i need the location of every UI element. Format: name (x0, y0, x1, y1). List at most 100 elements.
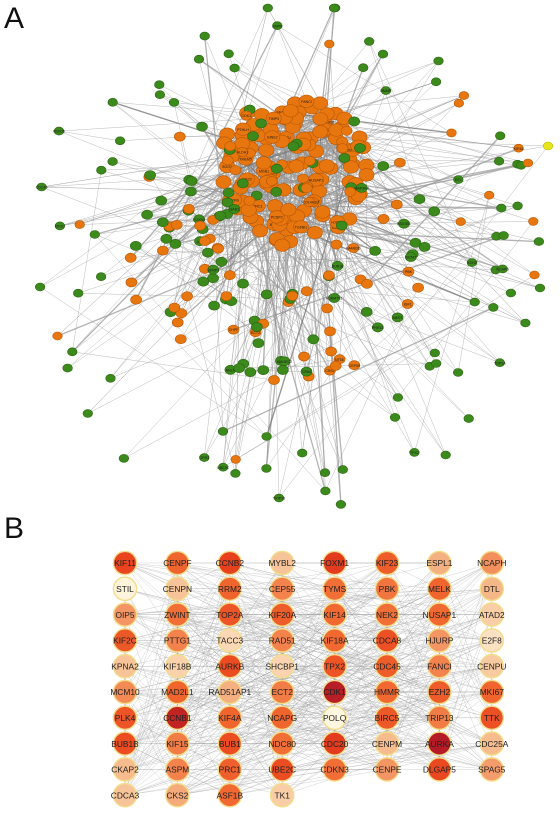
network-a-node (157, 217, 169, 228)
network-a-node (237, 278, 249, 289)
network-a-node: PBK (402, 266, 415, 277)
hub-gene-node: NDC80 (268, 731, 296, 756)
network-a-node: NCAPG (496, 264, 509, 274)
network-a-node (389, 413, 401, 422)
hub-gene-node: EZH2 (427, 679, 452, 705)
network-a-node (429, 348, 440, 358)
network-a-node: MCM7 (404, 252, 417, 262)
network-b-edge (334, 562, 440, 589)
network-a-node-label: HMMR (380, 89, 392, 93)
network-a-node (193, 54, 205, 64)
network-a-node (300, 183, 313, 194)
network-a-edge (353, 247, 500, 363)
hub-gene-label: CDKN3 (320, 765, 349, 775)
network-a-node-label: MCM7 (406, 256, 417, 260)
network-a-node (522, 158, 534, 168)
hub-gene-node: CDCA3 (111, 782, 140, 808)
network-a-node-label: TMEM5 (239, 158, 252, 162)
network-a-node: CEP55 (348, 360, 361, 371)
network-a-node (217, 427, 229, 436)
network-a-node (252, 224, 268, 238)
network-a-edge (212, 219, 224, 432)
network-a-edge (368, 41, 473, 263)
network-b-edge (177, 743, 283, 770)
hub-gene-label: MYBL2 (268, 558, 296, 568)
network-a-node (144, 170, 156, 180)
network-a-node-label: CEP55 (349, 364, 360, 368)
network-a-edge (72, 351, 275, 381)
network-b-edge (177, 614, 283, 641)
network-a-node (282, 104, 299, 118)
network-a-edge (303, 138, 326, 473)
hub-gene-node: DTL (479, 576, 505, 602)
network-a-node (409, 237, 422, 248)
network-a-edge (110, 205, 518, 379)
hub-gene-label: CDC25A (475, 739, 508, 749)
network-a-node-label: FOXN3 (193, 218, 205, 222)
network-a-node: ALDH1 (236, 146, 249, 157)
network-a-node (170, 219, 183, 230)
network-a: ZNF3STMN3NMUSNAP2TMEM5TMEM100BRPL7ZBTB3P… (34, 3, 554, 509)
hub-gene-label: KIF20A (268, 610, 296, 620)
network-b-edge (282, 691, 492, 718)
network-b-edge (282, 717, 440, 744)
network-a-node (196, 121, 208, 132)
network-b-edge (334, 666, 440, 693)
hub-gene-node: KIF4A (217, 705, 243, 731)
hub-gene-node: TACC3 (216, 628, 244, 653)
network-a-edge (238, 205, 276, 369)
network-a-node-label: PRC1 (253, 204, 263, 208)
network-a-node (298, 351, 310, 362)
network-a-edge (278, 147, 358, 499)
network-b: KIF11 CENPF CCNB2 MYBL2 FOXM1 KIF23 ESPL1 NCAPH… (110, 550, 509, 808)
network-a-node-label: BUB1B (332, 264, 344, 268)
network-a-node (453, 368, 464, 377)
network-a-node (96, 165, 107, 175)
network-a-edge (276, 216, 459, 373)
network-a-node (280, 203, 297, 217)
hub-gene-label: PTTG1 (164, 636, 191, 646)
network-a-node (220, 291, 233, 301)
hub-gene-node: MELK (427, 576, 452, 602)
hub-gene-label: BUB1 (219, 739, 241, 749)
network-a-edge (204, 218, 350, 458)
hub-gene-label: OIP5 (115, 610, 134, 620)
network-a-node (286, 290, 299, 301)
hub-gene-label: CDC20 (321, 739, 349, 749)
network-a-node (194, 220, 206, 231)
network-a-node-label: KIF2C (55, 225, 66, 229)
hub-gene-node: AURKB (215, 653, 245, 679)
network-a-edge (39, 286, 267, 437)
network-a-node (277, 365, 289, 375)
hub-gene-node: PLK4 (112, 705, 138, 731)
network-a-node (214, 210, 227, 221)
network-a-node (73, 288, 84, 298)
network-a-node (495, 131, 506, 141)
network-a-edge (354, 262, 473, 366)
hub-gene-label: CDK1 (323, 687, 346, 697)
network-a-node (453, 98, 465, 108)
network-a-node (306, 226, 323, 240)
network-a-node-label: EZH2 (467, 261, 476, 265)
hub-gene-label: KIF18A (321, 636, 349, 646)
network-a-node (498, 231, 509, 240)
network-a-node (141, 209, 153, 220)
hub-gene-node: CCNB1 (163, 705, 192, 731)
hub-gene-label: CDCA8 (373, 636, 402, 646)
network-a-node-label: KIF4A (514, 147, 525, 151)
hub-gene-node: CKAP2 (111, 757, 139, 782)
network-a-node: TIMP3 (265, 111, 282, 125)
network-a-node (377, 213, 390, 224)
network-a-node (307, 334, 320, 345)
network-a-node-label: NCAPG (496, 268, 509, 272)
network-b-edge (177, 562, 335, 589)
network-a-edge (231, 222, 276, 302)
hub-gene-label: PRC1 (219, 765, 242, 775)
network-b-edge (124, 588, 230, 615)
network-a-node (224, 141, 236, 152)
network-a-edge (337, 163, 518, 223)
network-a-edge (410, 256, 541, 289)
network-a-edge (101, 162, 264, 171)
hub-gene-node: TTK (479, 705, 505, 731)
